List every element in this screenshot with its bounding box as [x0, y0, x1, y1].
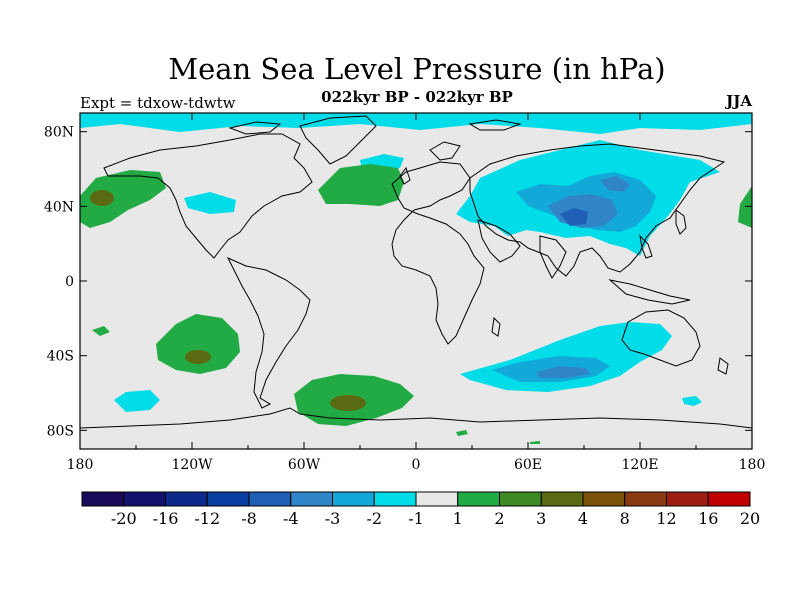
colorbar-swatch [499, 491, 542, 507]
colorbar-label: -3 [325, 509, 341, 528]
colorbar-swatch [373, 491, 417, 507]
pressure-anomaly-positive-2 [90, 190, 366, 411]
colorbar-label: -20 [111, 509, 137, 528]
colorbar-swatch [290, 491, 333, 507]
colorbar-swatch [248, 491, 292, 507]
colorbar-label: 2 [494, 509, 504, 528]
season-label: JJA [726, 92, 752, 110]
colorbar-label: 20 [740, 509, 760, 528]
colorbar-swatch [666, 491, 709, 507]
colorbar-swatch [582, 491, 626, 507]
y-tick-label: 80N [44, 125, 74, 141]
map-plot-area [80, 113, 752, 449]
colorbar-swatch [540, 491, 584, 507]
colorbar-swatch [332, 491, 375, 507]
colorbar-swatch [123, 491, 166, 507]
colorbar-swatch [457, 491, 500, 507]
x-axis: 180 120W 60W 0 60E 120E 180 [67, 113, 766, 473]
x-tick-label: 60E [514, 457, 542, 473]
x-tick-label: 0 [412, 457, 421, 473]
colorbar-swatch [624, 491, 667, 507]
colorbar-swatch [707, 491, 751, 507]
colorbar-label: -1 [408, 509, 424, 528]
x-tick-label: 180 [67, 457, 94, 473]
x-tick-label: 120W [171, 457, 213, 473]
map-subtitle: 022kyr BP - 022kyr BP [321, 88, 513, 106]
colorbar-label: 12 [656, 509, 676, 528]
coastlines [80, 115, 752, 429]
colorbar-swatch [415, 491, 459, 507]
map-title: Mean Sea Level Pressure (in hPa) [168, 52, 666, 86]
colorbar-swatch [81, 491, 125, 507]
y-tick-label: 40S [47, 349, 74, 365]
colorbar-swatch [165, 491, 208, 507]
y-tick-label: 0 [65, 274, 74, 290]
colorbar-label: -8 [241, 509, 257, 528]
x-tick-label: 180 [739, 457, 766, 473]
colorbar-label: -4 [283, 509, 299, 528]
colorbar-label: -12 [194, 509, 220, 528]
colorbar-label: -16 [153, 509, 179, 528]
colorbar-label: 3 [536, 509, 546, 528]
colorbar-label: 8 [620, 509, 630, 528]
x-tick-label: 60W [288, 457, 321, 473]
colorbar-label: -2 [366, 509, 382, 528]
experiment-label: Expt = tdxow-tdwtw [80, 94, 236, 112]
colorbar-label: 4 [578, 509, 588, 528]
colorbar-swatch [206, 491, 250, 507]
colorbar-label: 1 [453, 509, 463, 528]
y-tick-label: 80S [47, 423, 74, 439]
y-tick-label: 40N [44, 199, 74, 215]
colorbar: -20 -16 -12 -8 -4 -3 -2 -1 1 2 3 4 8 12 16 20 [81, 491, 760, 528]
y-axis: 80N 40N 0 40S 80S [44, 125, 752, 439]
pressure-anomaly-negative-4 [560, 208, 588, 226]
x-tick-label: 120E [622, 457, 659, 473]
colorbar-label: 16 [698, 509, 718, 528]
